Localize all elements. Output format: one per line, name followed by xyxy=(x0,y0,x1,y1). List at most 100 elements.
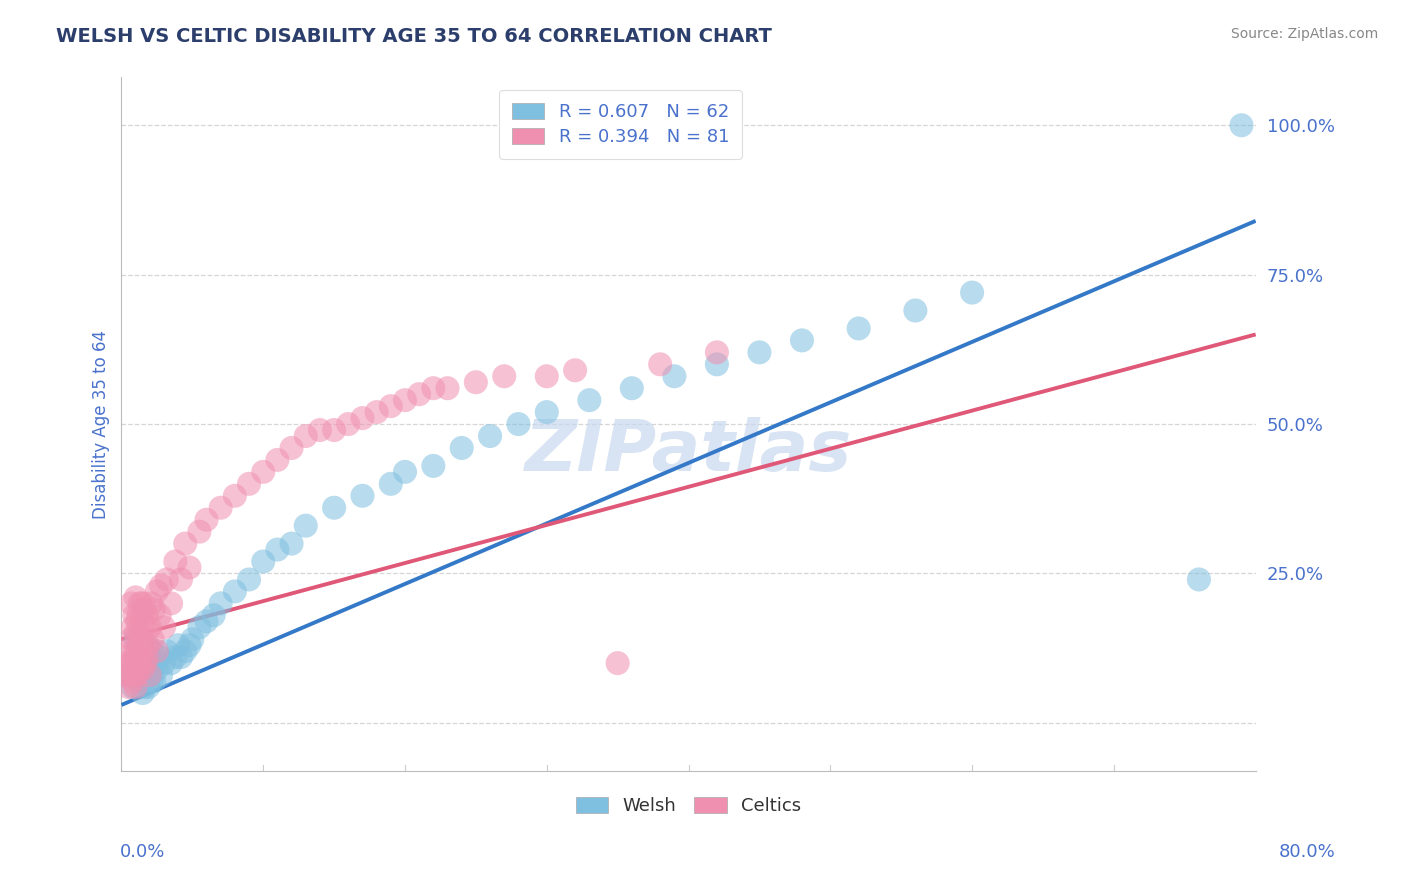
Point xyxy=(127,674,149,689)
Point xyxy=(135,620,157,634)
Point xyxy=(124,632,146,647)
Point xyxy=(620,381,643,395)
Point xyxy=(323,423,346,437)
Point xyxy=(202,608,225,623)
Point xyxy=(252,465,274,479)
Point xyxy=(238,476,260,491)
Point xyxy=(960,285,983,300)
Text: WELSH VS CELTIC DISABILITY AGE 35 TO 64 CORRELATION CHART: WELSH VS CELTIC DISABILITY AGE 35 TO 64 … xyxy=(56,27,772,45)
Point xyxy=(195,615,218,629)
Point xyxy=(195,513,218,527)
Point xyxy=(141,674,163,689)
Point xyxy=(394,465,416,479)
Point xyxy=(122,668,145,682)
Point xyxy=(564,363,586,377)
Point xyxy=(252,555,274,569)
Point xyxy=(138,680,160,694)
Point xyxy=(153,620,176,634)
Point xyxy=(337,417,360,431)
Point xyxy=(127,662,149,676)
Point xyxy=(706,345,728,359)
Point xyxy=(179,638,201,652)
Point xyxy=(165,555,187,569)
Point xyxy=(128,650,150,665)
Point xyxy=(149,650,172,665)
Point xyxy=(131,662,153,676)
Point xyxy=(323,500,346,515)
Point xyxy=(536,369,558,384)
Point xyxy=(170,650,193,665)
Point xyxy=(436,381,458,395)
Point xyxy=(139,668,162,682)
Point xyxy=(664,369,686,384)
Point xyxy=(143,674,166,689)
Text: 0.0%: 0.0% xyxy=(120,843,165,861)
Point xyxy=(536,405,558,419)
Point xyxy=(129,650,152,665)
Y-axis label: Disability Age 35 to 64: Disability Age 35 to 64 xyxy=(93,329,110,518)
Point xyxy=(266,542,288,557)
Point xyxy=(122,644,145,658)
Point xyxy=(124,680,146,694)
Point xyxy=(124,626,146,640)
Point xyxy=(153,656,176,670)
Point xyxy=(209,596,232,610)
Text: 80.0%: 80.0% xyxy=(1279,843,1336,861)
Point xyxy=(160,656,183,670)
Point xyxy=(139,668,162,682)
Point xyxy=(134,602,156,616)
Point xyxy=(125,668,148,682)
Point xyxy=(450,441,472,455)
Point xyxy=(125,615,148,629)
Point xyxy=(508,417,530,431)
Text: Source: ZipAtlas.com: Source: ZipAtlas.com xyxy=(1230,27,1378,41)
Point xyxy=(146,644,169,658)
Point xyxy=(143,602,166,616)
Point xyxy=(188,524,211,539)
Point xyxy=(124,656,146,670)
Point xyxy=(131,686,153,700)
Point xyxy=(179,560,201,574)
Point xyxy=(294,518,316,533)
Point xyxy=(904,303,927,318)
Point xyxy=(142,644,165,658)
Point xyxy=(121,656,143,670)
Point xyxy=(121,674,143,689)
Point xyxy=(142,662,165,676)
Point xyxy=(118,644,141,658)
Point xyxy=(479,429,502,443)
Point xyxy=(606,656,628,670)
Point xyxy=(128,596,150,610)
Point xyxy=(160,596,183,610)
Point xyxy=(146,662,169,676)
Point xyxy=(120,632,142,647)
Point xyxy=(124,591,146,605)
Point xyxy=(280,536,302,550)
Point xyxy=(380,399,402,413)
Point xyxy=(121,680,143,694)
Point xyxy=(120,596,142,610)
Point xyxy=(131,638,153,652)
Point xyxy=(118,668,141,682)
Point xyxy=(146,584,169,599)
Point xyxy=(141,596,163,610)
Point xyxy=(131,662,153,676)
Point xyxy=(408,387,430,401)
Point xyxy=(181,632,204,647)
Point xyxy=(156,644,179,658)
Point xyxy=(138,638,160,652)
Point xyxy=(352,411,374,425)
Point xyxy=(224,584,246,599)
Point xyxy=(124,656,146,670)
Point xyxy=(422,458,444,473)
Point xyxy=(174,536,197,550)
Point xyxy=(128,656,150,670)
Point xyxy=(150,668,173,682)
Point xyxy=(156,573,179,587)
Point xyxy=(294,429,316,443)
Point xyxy=(266,453,288,467)
Point xyxy=(139,650,162,665)
Point xyxy=(142,632,165,647)
Point xyxy=(120,656,142,670)
Point xyxy=(165,650,187,665)
